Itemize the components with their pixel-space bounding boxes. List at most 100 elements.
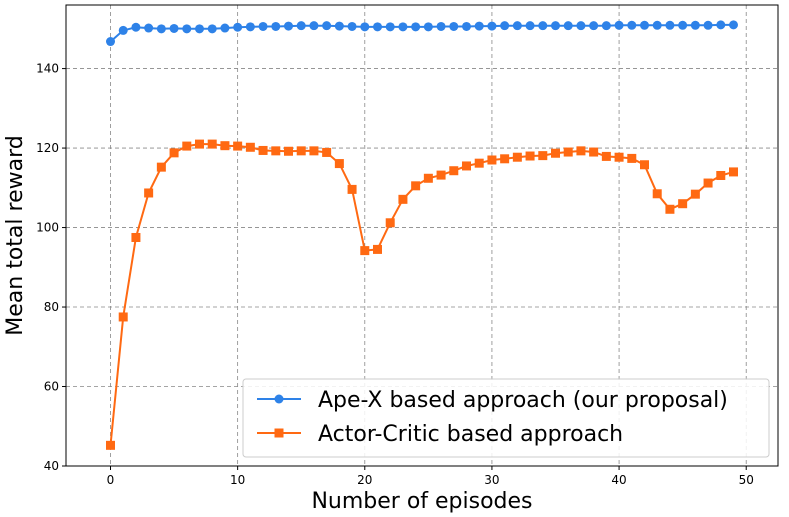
data-point bbox=[690, 20, 700, 30]
data-point bbox=[462, 21, 471, 31]
data-point bbox=[233, 141, 243, 151]
series-layer bbox=[106, 20, 738, 450]
x-tick-label: 30 bbox=[484, 473, 499, 487]
data-point bbox=[296, 146, 306, 156]
data-point bbox=[678, 20, 688, 30]
data-point bbox=[729, 20, 738, 30]
data-point bbox=[665, 204, 675, 214]
data-point bbox=[220, 23, 230, 33]
data-point bbox=[284, 146, 293, 156]
y-tick-label: 60 bbox=[44, 380, 59, 394]
data-point bbox=[220, 141, 230, 151]
data-point bbox=[640, 160, 649, 170]
data-point bbox=[652, 189, 662, 199]
data-point bbox=[627, 20, 637, 30]
data-point bbox=[322, 147, 332, 157]
data-point bbox=[271, 146, 281, 156]
data-point bbox=[360, 246, 370, 256]
data-point bbox=[118, 312, 128, 322]
data-point bbox=[169, 23, 179, 33]
data-point bbox=[385, 22, 395, 32]
legend-label: Actor-Critic based approach bbox=[318, 422, 623, 447]
data-point bbox=[334, 159, 344, 169]
data-point bbox=[449, 21, 459, 31]
axis-ticks: 0 10 20 30 40 50 40 60 80 100 120 140 bbox=[36, 62, 754, 487]
x-tick-label: 20 bbox=[357, 473, 372, 487]
data-point bbox=[563, 147, 573, 157]
data-point bbox=[309, 21, 319, 31]
data-point bbox=[512, 21, 522, 31]
data-point bbox=[652, 20, 662, 30]
data-point bbox=[131, 22, 141, 32]
data-point bbox=[271, 21, 281, 31]
data-point bbox=[640, 20, 649, 30]
y-tick-label: 40 bbox=[44, 459, 59, 473]
y-tick-label: 100 bbox=[36, 221, 59, 235]
data-point bbox=[423, 22, 433, 32]
data-point bbox=[436, 21, 446, 31]
x-tick-label: 50 bbox=[739, 473, 754, 487]
data-point bbox=[551, 148, 560, 158]
data-point bbox=[156, 162, 166, 172]
legend-label: Ape-X based approach (our proposal) bbox=[318, 388, 728, 413]
x-tick-label: 40 bbox=[611, 473, 626, 487]
data-point bbox=[665, 20, 675, 30]
data-point bbox=[207, 139, 217, 149]
data-point bbox=[207, 24, 217, 34]
data-point bbox=[462, 161, 471, 171]
data-point bbox=[703, 178, 713, 188]
data-point bbox=[131, 232, 141, 242]
data-point bbox=[716, 170, 726, 180]
data-point bbox=[436, 170, 446, 180]
data-point bbox=[474, 21, 484, 31]
data-point bbox=[258, 21, 268, 31]
data-point bbox=[614, 20, 624, 30]
data-point bbox=[373, 22, 382, 32]
data-point bbox=[538, 151, 548, 161]
y-tick-label: 80 bbox=[44, 300, 59, 314]
data-point bbox=[500, 154, 510, 164]
data-point bbox=[284, 21, 293, 31]
data-point bbox=[385, 218, 395, 228]
legend-swatch-marker bbox=[274, 394, 284, 404]
data-point bbox=[245, 22, 255, 32]
y-axis-title: Mean total reward bbox=[3, 135, 28, 335]
data-point bbox=[716, 20, 726, 30]
data-point bbox=[576, 21, 586, 31]
data-point bbox=[563, 21, 573, 31]
x-tick-label: 0 bbox=[107, 473, 115, 487]
data-point bbox=[245, 142, 255, 152]
data-point bbox=[627, 153, 637, 163]
plot-frame bbox=[65, 4, 779, 467]
data-point bbox=[169, 148, 179, 158]
data-point bbox=[195, 24, 204, 34]
data-point bbox=[156, 24, 166, 34]
data-point bbox=[678, 199, 688, 209]
data-point bbox=[500, 21, 510, 31]
data-point bbox=[601, 21, 611, 31]
legend-box bbox=[242, 378, 770, 458]
data-point bbox=[322, 21, 332, 31]
x-axis-title: Number of episodes bbox=[311, 489, 532, 514]
data-point bbox=[118, 25, 128, 35]
data-point bbox=[487, 155, 497, 165]
data-point bbox=[347, 21, 357, 31]
data-point bbox=[106, 440, 115, 450]
y-tick-label: 120 bbox=[36, 141, 59, 155]
data-point bbox=[398, 22, 408, 32]
data-point bbox=[195, 139, 204, 149]
legend: Ape-X based approach (our proposal) Actor… bbox=[242, 378, 770, 458]
data-point bbox=[601, 151, 611, 161]
data-point bbox=[309, 146, 319, 156]
data-point bbox=[373, 244, 382, 254]
data-point bbox=[589, 21, 599, 31]
data-point bbox=[411, 181, 421, 191]
data-point bbox=[589, 147, 599, 157]
data-point bbox=[729, 167, 738, 177]
data-point bbox=[449, 166, 459, 176]
data-point bbox=[296, 21, 306, 31]
legend-entries: Ape-X based approach (our proposal) Actor… bbox=[257, 388, 728, 447]
data-point bbox=[551, 21, 560, 31]
data-point bbox=[487, 21, 497, 31]
